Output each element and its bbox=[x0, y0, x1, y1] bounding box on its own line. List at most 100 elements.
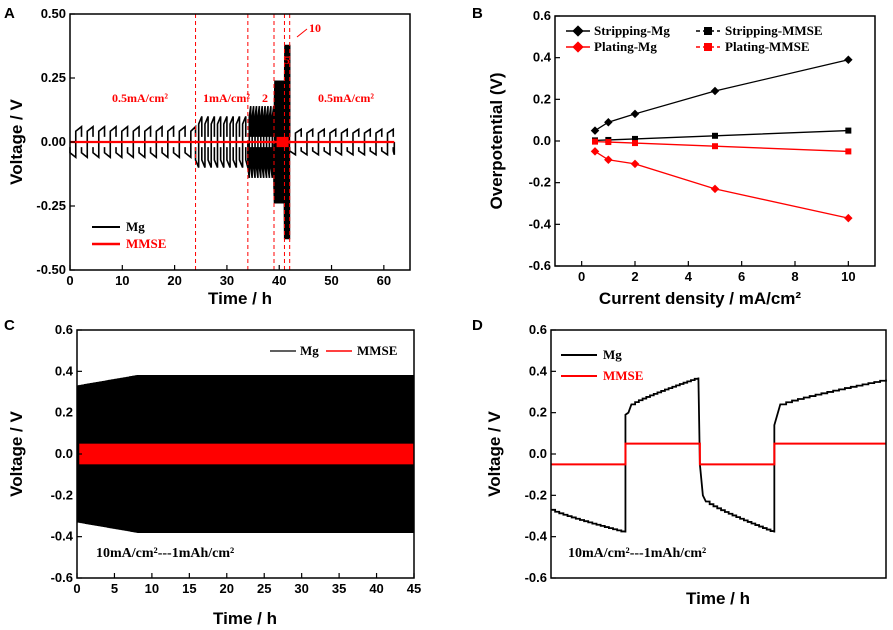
panel-b-ytick-label: 0.0 bbox=[533, 133, 551, 148]
panel-c-ytick-label: 0.4 bbox=[55, 363, 74, 378]
panel-b-xtick-label: 10 bbox=[841, 269, 855, 284]
panel-b-xtick-label: 4 bbox=[685, 269, 693, 284]
panel-a-xtick-label: 40 bbox=[272, 273, 286, 288]
panel-b-xtick-label: 2 bbox=[631, 269, 638, 284]
panel-d-ytick-label: 0.4 bbox=[529, 363, 548, 378]
panel-c-series-mg bbox=[76, 375, 414, 533]
panel-c-xtick-label: 10 bbox=[145, 581, 159, 596]
panel-b-ytick-label: 0.4 bbox=[533, 50, 552, 65]
panel-d-series-mg bbox=[551, 377, 887, 533]
panel-d-legend-mg: Mg bbox=[603, 347, 622, 362]
panel-a-label-seg5: 10 bbox=[309, 21, 321, 35]
panel-c-xtick-label: 5 bbox=[111, 581, 118, 596]
panel-d-ytick-label: -0.6 bbox=[525, 570, 547, 585]
panel-d-ylabel: Voltage / V bbox=[485, 411, 504, 497]
panel-d-note: 10mA/cm²---1mAh/cm² bbox=[568, 546, 706, 561]
panel-b-xlabel: Current density / mA/cm² bbox=[599, 289, 801, 308]
panel-c-legend-mg: Mg bbox=[300, 343, 319, 358]
panel-a-ytick-label: 0.25 bbox=[41, 70, 66, 85]
panel-d-ytick-label: -0.4 bbox=[525, 529, 548, 544]
panel-b-legend-marker-plate-mmse bbox=[704, 43, 712, 51]
panel-c-xtick-label: 25 bbox=[257, 581, 271, 596]
panel-a-ytick-label: 0.50 bbox=[41, 6, 66, 21]
panel-d-ytick-label: -0.2 bbox=[525, 487, 547, 502]
panel-b-point-plating-mg bbox=[590, 147, 600, 156]
panel-a-xtick-label: 20 bbox=[167, 273, 181, 288]
panel-b-chart: 0.6 0.4 0.2 0.0 -0.2 -0.4 -0.6 0 2 4 6 8 10 Current … bbox=[487, 8, 876, 308]
panel-c-note: 10mA/cm²---1mAh/cm² bbox=[96, 546, 234, 561]
panel-c-ytick-label: 0.0 bbox=[55, 446, 73, 461]
panel-a-legend-mg: Mg bbox=[126, 219, 145, 234]
panel-letter-c: C bbox=[4, 317, 15, 334]
panel-c-xtick-label: 40 bbox=[369, 581, 383, 596]
panel-b-point-stripping-mmse bbox=[712, 132, 718, 139]
panel-a-ylabel: Voltage / V bbox=[7, 99, 26, 185]
panel-c-xtick-label: 35 bbox=[332, 581, 346, 596]
panel-letter-a: A bbox=[4, 5, 15, 22]
panel-a-label-seg5-pointer bbox=[296, 28, 308, 38]
panel-d-chart: 0.6 0.4 0.2 0.0 -0.2 -0.4 -0.6 Time / h Voltag… bbox=[485, 322, 887, 608]
panel-c-ylabel: Voltage / V bbox=[7, 411, 26, 497]
panel-c-ytick-label: -0.2 bbox=[51, 487, 73, 502]
panel-a-label-seg4: 5 bbox=[284, 53, 290, 67]
panel-a-label-seg6: 0.5mA/cm² bbox=[318, 91, 374, 105]
panel-a-legend-mmse: MMSE bbox=[126, 236, 166, 251]
panel-a-xtick-label: 30 bbox=[220, 273, 234, 288]
panel-b-point-stripping-mg bbox=[630, 109, 640, 119]
panel-b-point-plating-mmse bbox=[712, 143, 718, 150]
panel-b-xtick-label: 8 bbox=[791, 269, 798, 284]
panel-c-series-mmse bbox=[79, 443, 414, 465]
panel-b-point-stripping-mg bbox=[710, 86, 720, 96]
panel-b-point-stripping-mmse bbox=[845, 127, 852, 134]
panel-c-xtick-label: 15 bbox=[182, 581, 196, 596]
panel-letter-b: B bbox=[472, 5, 483, 22]
panel-b-point-plating-mmse bbox=[592, 138, 598, 145]
panel-c-note-bg bbox=[92, 540, 262, 562]
panel-b-ylabel: Overpotential (V) bbox=[487, 73, 506, 210]
panel-b-ytick-label: -0.4 bbox=[529, 216, 552, 231]
panel-b-legend-marker-strip-mmse bbox=[704, 27, 712, 35]
panel-b-point-stripping-mg bbox=[604, 118, 613, 127]
panel-d-xlabel: Time / h bbox=[686, 589, 750, 608]
panel-b-point-stripping-mg bbox=[590, 126, 600, 135]
panel-b-legend-marker-plate-mg bbox=[572, 41, 584, 53]
panel-a-label-seg3: 2 bbox=[262, 91, 268, 105]
panel-b-xtick-label: 6 bbox=[738, 269, 745, 284]
panel-a-xtick-label: 60 bbox=[377, 273, 391, 288]
panel-d-ytick-label: 0.6 bbox=[529, 322, 547, 337]
panel-c-legend-mmse: MMSE bbox=[357, 343, 397, 358]
panel-b-legend-strip-mmse: Stripping-MMSE bbox=[725, 23, 823, 38]
panel-b-legend-marker-strip-mg bbox=[572, 25, 584, 37]
panel-c-chart: 0.6 0.4 0.2 0.0 -0.2 -0.4 -0.60 5 10 15 20 25 30 35 40… bbox=[7, 322, 421, 628]
panel-d-legend-mmse: MMSE bbox=[603, 368, 643, 383]
panel-b-point-stripping-mmse bbox=[632, 135, 638, 142]
panel-a-ytick-label: 0.00 bbox=[41, 134, 66, 149]
panel-b-ytick-label: 0.6 bbox=[533, 8, 551, 23]
panel-b-point-plating-mmse bbox=[605, 139, 612, 146]
panel-b-point-plating-mg bbox=[844, 213, 853, 223]
panel-b-ytick-label: 0.2 bbox=[533, 91, 551, 106]
panel-a-label-seg2: 1mA/cm² bbox=[203, 91, 250, 105]
panel-d-ytick-label: 0.0 bbox=[529, 446, 547, 461]
panel-a-xtick-label: 0 bbox=[66, 273, 73, 288]
panel-b-xtick-label: 0 bbox=[578, 269, 585, 284]
panel-c-ytick-label: -0.6 bbox=[51, 570, 73, 585]
panel-a-xlabel: Time / h bbox=[208, 289, 272, 308]
panel-c-ytick-label: 0.2 bbox=[55, 405, 73, 420]
panel-b-legend-plate-mg: Plating-Mg bbox=[594, 39, 657, 54]
panel-c-xlabel: Time / h bbox=[213, 609, 277, 628]
panel-c-xtick-label: 20 bbox=[220, 581, 234, 596]
panel-a-label-seg1: 0.5mA/cm² bbox=[112, 91, 168, 105]
panel-c-xtick-label: 45 bbox=[407, 581, 421, 596]
panel-b-point-plating-mg bbox=[710, 184, 720, 194]
panel-letter-d: D bbox=[472, 317, 483, 334]
panel-b-legend-strip-mg: Stripping-Mg bbox=[594, 23, 670, 38]
panel-b-point-plating-mmse bbox=[632, 140, 638, 147]
panel-b-point-plating-mmse bbox=[845, 148, 852, 155]
panel-c-legend-bg bbox=[264, 337, 404, 355]
panel-c-ytick-label: -0.4 bbox=[51, 529, 74, 544]
panel-d-frame bbox=[550, 329, 887, 579]
panel-b-ytick-label: -0.2 bbox=[529, 175, 551, 190]
panel-a-mmse-highcurrent bbox=[276, 136, 289, 148]
panel-b-legend: Stripping-Mg Stripping-MMSE Plating-Mg P… bbox=[566, 23, 823, 54]
